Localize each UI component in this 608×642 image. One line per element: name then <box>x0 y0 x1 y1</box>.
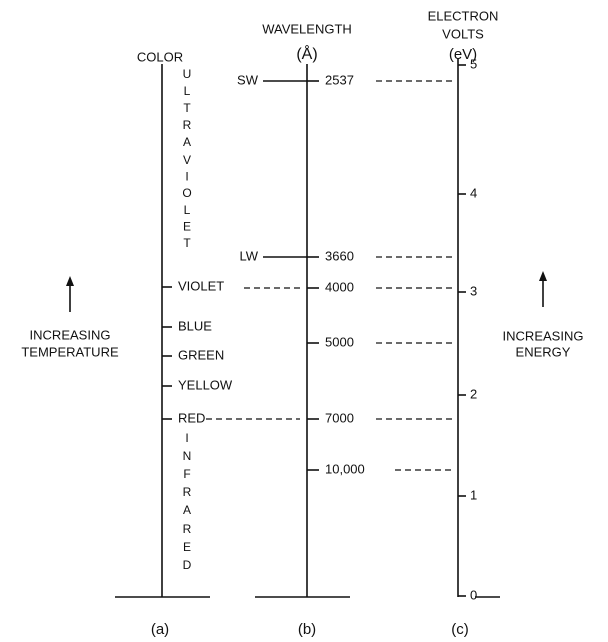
ev-tick-label: 2 <box>470 386 477 401</box>
wavelength-label: 3660 <box>325 248 354 263</box>
annotation: INCREASING <box>503 328 584 343</box>
arrow-head <box>539 271 547 281</box>
wavelength-label: 4000 <box>325 279 354 294</box>
annotation: TEMPERATURE <box>21 344 119 359</box>
column-title: ELECTRON <box>428 8 499 23</box>
ev-tick-label: 1 <box>470 487 477 502</box>
ev-tick-label: 4 <box>470 185 477 200</box>
annotation: ENERGY <box>516 344 571 359</box>
caption: (a) <box>151 621 169 638</box>
caption: (c) <box>451 621 469 638</box>
ev-tick-label: 3 <box>470 283 477 298</box>
color-label: YELLOW <box>178 377 233 392</box>
vertical-word: ULTRA <box>180 67 194 152</box>
column-title: WAVELENGTH <box>262 21 352 36</box>
wavelength-label: 5000 <box>325 334 354 349</box>
vertical-word: RED <box>180 522 194 576</box>
side-label: SW <box>237 72 259 87</box>
arrow-head <box>66 276 74 286</box>
annotation: INCREASING <box>30 327 111 342</box>
color-label: VIOLET <box>178 278 224 293</box>
ev-tick-label: 5 <box>470 56 477 71</box>
wavelength-label: 10,000 <box>325 461 365 476</box>
side-label: LW <box>239 248 258 263</box>
ev-tick-label: 0 <box>470 587 477 602</box>
column-title: VOLTS <box>442 26 484 41</box>
vertical-word: INFRA <box>180 431 194 521</box>
color-label: RED <box>178 410 205 425</box>
color-label: GREEN <box>178 347 224 362</box>
wavelength-label: 2537 <box>325 72 354 87</box>
caption: (b) <box>298 621 316 638</box>
vertical-word: VIOLET <box>180 153 194 253</box>
wavelength-label: 7000 <box>325 410 354 425</box>
column-title: COLOR <box>137 49 183 64</box>
column-title: (eV) <box>449 46 477 63</box>
color-label: BLUE <box>178 318 212 333</box>
column-title: (Å) <box>296 44 317 63</box>
